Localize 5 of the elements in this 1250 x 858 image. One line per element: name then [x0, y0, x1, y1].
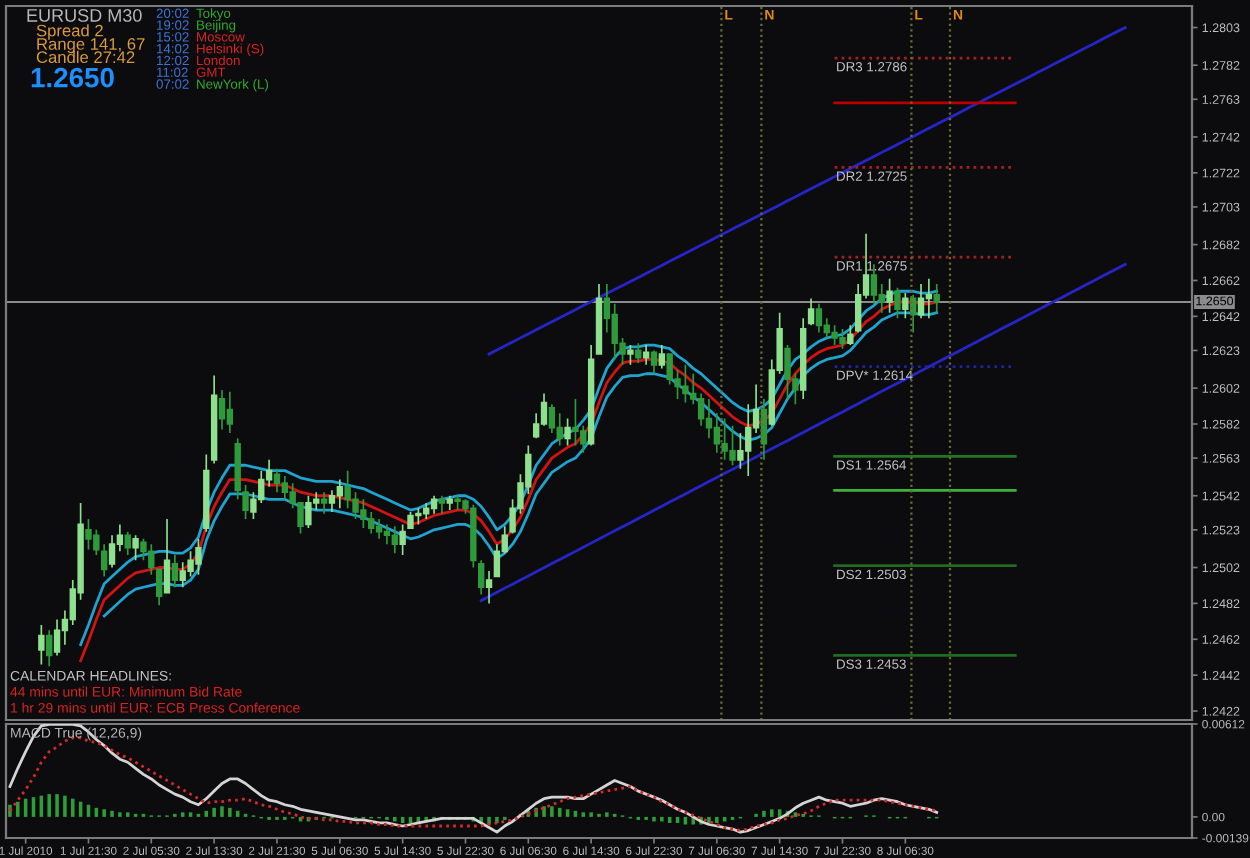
annotation: Range 141, 67: [37, 38, 145, 54]
annotation: Candle 27:42: [36, 50, 135, 64]
chart-title: EURUSD M30: [27, 9, 142, 22]
annotation: 1.2650: [31, 67, 114, 88]
annotation: Spread 2: [36, 24, 103, 40]
